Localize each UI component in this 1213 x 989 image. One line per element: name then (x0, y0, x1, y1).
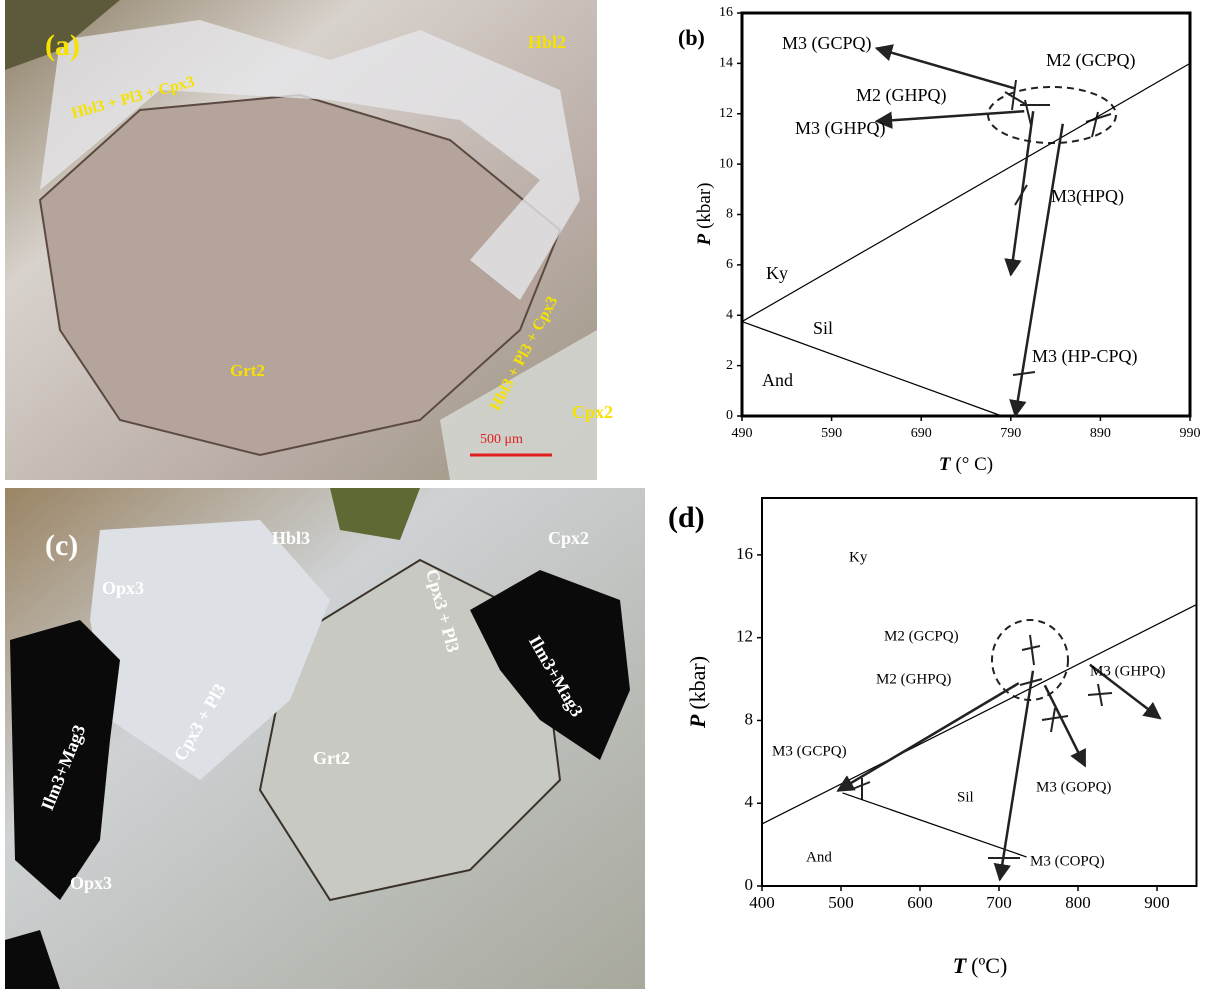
x-tick-label: 490 (732, 426, 753, 441)
reaction-curve (762, 605, 1197, 824)
scale-bar-label: 500 μm (480, 432, 523, 447)
chart: (b) 490 590 690 790 890 990 0 2 4 6 8 10 12 14 16 T(° C)… (678, 5, 1201, 475)
y-tick-label: 6 (726, 257, 733, 272)
pt-path (1015, 124, 1062, 416)
y-tick-label: 10 (719, 156, 733, 171)
pt-path (1045, 685, 1085, 766)
annotation: M3 (GOPQ) (1036, 779, 1111, 795)
annotation: Sil (957, 789, 974, 805)
x-tick-label: 900 (1144, 893, 1170, 912)
x-tick-label: 990 (1180, 426, 1201, 441)
photo-annotation: Opx3 (102, 578, 144, 598)
y-tick-label: 16 (736, 544, 753, 563)
x-tick-label: 400 (749, 893, 775, 912)
photo-annotation: Grt2 (313, 748, 350, 768)
annotation: M3 (HP-CPQ) (1032, 346, 1138, 367)
photo-annotation: Opx3 (70, 873, 112, 893)
axis-unit: (kbar) (694, 182, 715, 228)
axis-symbol: T (953, 953, 968, 978)
panel-label: (a) (45, 29, 80, 62)
annotation: M3 (GHPQ) (1090, 663, 1165, 679)
pt-path (876, 111, 1024, 121)
annotation: M3 (COPQ) (1030, 853, 1105, 869)
y-tick-label: 4 (745, 792, 754, 811)
reaction-curve (742, 322, 1002, 416)
y-axis-label: P (kbar) (685, 656, 710, 729)
photo-c (5, 488, 645, 989)
annotation: M3 (GCPQ) (772, 743, 847, 759)
axis-symbol: T (939, 454, 952, 475)
y-tick-label: 8 (745, 709, 754, 728)
annotation: M2 (GCPQ) (1046, 50, 1136, 71)
x-tick-label: 700 (986, 893, 1012, 912)
y-tick-label: 0 (745, 875, 754, 894)
pt-path (1000, 671, 1033, 880)
pt-path (838, 683, 1019, 791)
x-tick-label: 590 (821, 426, 842, 441)
y-axis-label: P (kbar) (694, 182, 715, 246)
x-tick-label: 790 (1000, 426, 1021, 441)
chart: (d) 400 500 600 700 800 900 0 4 8 12 16 T(ºC) P (kbar)… (668, 501, 1197, 978)
reaction-curve (843, 793, 1027, 857)
y-tick-label: 12 (719, 106, 733, 121)
x-tick-label: 800 (1065, 893, 1091, 912)
x-tick-label: 500 (828, 893, 854, 912)
y-tick-label: 0 (726, 408, 733, 423)
photo-annotation: Cpx2 (572, 402, 613, 422)
axis-unit: (kbar) (685, 656, 710, 710)
axis-unit: (ºC) (971, 953, 1007, 978)
panel-label: (c) (45, 529, 78, 562)
photo-annotation: Grt2 (230, 361, 265, 380)
annotation: M2 (GHPQ) (856, 85, 947, 106)
annotation: M2 (GHPQ) (876, 671, 951, 687)
annotation: Ky (849, 549, 868, 565)
pt-path (876, 48, 1015, 88)
y-tick-label: 4 (726, 307, 733, 322)
annotation: M3 (GCPQ) (782, 33, 872, 54)
x-tick-label: 890 (1090, 426, 1111, 441)
annotation: M3 (GHPQ) (795, 118, 886, 139)
panel-label: (b) (678, 25, 705, 50)
y-tick-label: 2 (726, 358, 733, 373)
annotation: Sil (813, 318, 833, 338)
pt-path (1011, 111, 1033, 275)
panel-label: (d) (668, 501, 705, 534)
photo-annotation: Cpx2 (548, 528, 589, 548)
y-tick-label: 14 (719, 56, 733, 71)
annotation: Ky (766, 263, 788, 283)
x-tick-label: 690 (911, 426, 932, 441)
x-axis-label: T(ºC) (953, 953, 1008, 978)
photo-annotation: Hbl3 (272, 528, 310, 548)
annotation: And (806, 849, 832, 865)
annotation: And (762, 370, 793, 390)
plot-frame-d (762, 498, 1197, 886)
annotation: M2 (GCPQ) (884, 628, 959, 644)
x-axis-label: T(° C) (939, 454, 993, 475)
figure: 500 μm (a)(c)Hbl2Hbl3 + Pl3 + Cpx3Grt2Hb… (0, 0, 1213, 989)
y-tick-label: 8 (726, 207, 733, 222)
axis-symbol: P (685, 714, 710, 729)
y-tick-label: 16 (719, 5, 733, 20)
axis-symbol: P (694, 234, 715, 247)
y-tick-label: 12 (736, 627, 753, 646)
photo-a (5, 0, 597, 480)
photo-annotation: Hbl2 (528, 32, 566, 52)
axis-unit: (° C) (955, 454, 993, 475)
annotation: M3(HPQ) (1051, 186, 1124, 207)
x-tick-label: 600 (907, 893, 933, 912)
